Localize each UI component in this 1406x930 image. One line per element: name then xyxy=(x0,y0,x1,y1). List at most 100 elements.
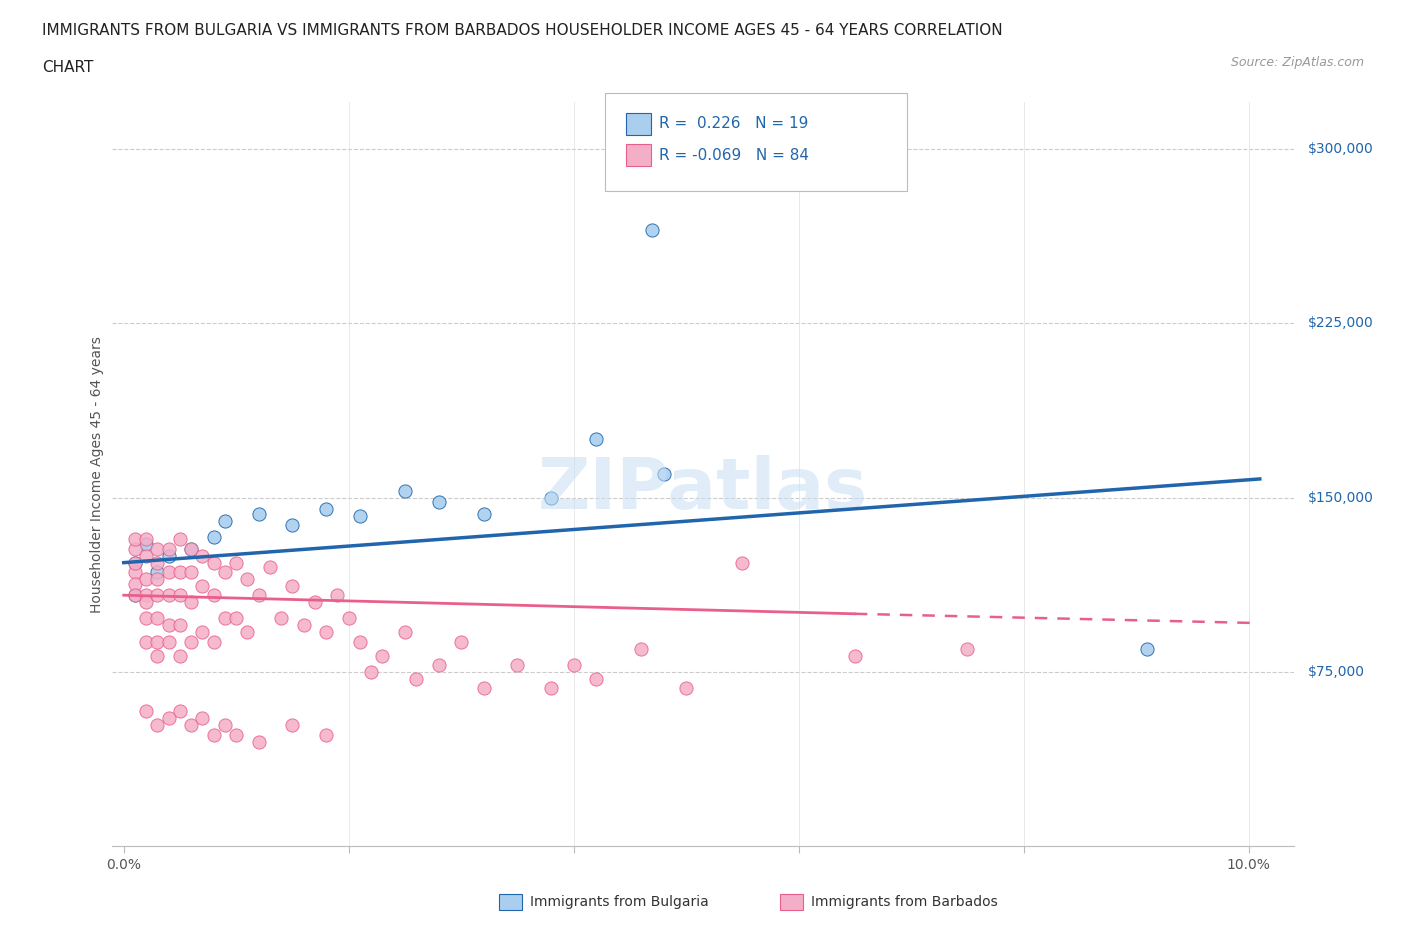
Point xyxy=(135,634,157,649)
Point xyxy=(180,541,202,556)
Point xyxy=(270,611,292,626)
Point xyxy=(135,537,157,551)
Point xyxy=(146,648,169,663)
Point xyxy=(259,560,281,575)
Text: $75,000: $75,000 xyxy=(1308,665,1365,679)
Point xyxy=(652,467,675,482)
Point xyxy=(157,541,180,556)
Point xyxy=(157,565,180,579)
Point xyxy=(304,595,326,610)
Point xyxy=(236,625,259,640)
Point xyxy=(225,727,247,742)
Point xyxy=(169,648,191,663)
Point xyxy=(349,634,371,649)
Point xyxy=(247,506,270,521)
Point xyxy=(956,642,979,657)
Point xyxy=(214,565,236,579)
Point xyxy=(371,648,394,663)
Point xyxy=(124,532,146,547)
Point xyxy=(146,565,169,579)
Point xyxy=(540,681,562,696)
Point xyxy=(326,588,349,603)
Point xyxy=(157,618,180,633)
Point xyxy=(146,555,169,570)
Point xyxy=(191,711,214,725)
Point xyxy=(214,611,236,626)
Point xyxy=(202,634,225,649)
Text: $150,000: $150,000 xyxy=(1308,490,1374,505)
Text: R = -0.069   N = 84: R = -0.069 N = 84 xyxy=(659,148,810,163)
Point xyxy=(191,578,214,593)
Point xyxy=(135,595,157,610)
Point xyxy=(247,735,270,750)
Point xyxy=(315,502,337,517)
Text: IMMIGRANTS FROM BULGARIA VS IMMIGRANTS FROM BARBADOS HOUSEHOLDER INCOME AGES 45 : IMMIGRANTS FROM BULGARIA VS IMMIGRANTS F… xyxy=(42,23,1002,38)
Text: $225,000: $225,000 xyxy=(1308,316,1374,330)
Point xyxy=(124,565,146,579)
Point xyxy=(202,530,225,545)
Point xyxy=(135,588,157,603)
Point xyxy=(124,588,146,603)
Point xyxy=(169,618,191,633)
Point xyxy=(135,611,157,626)
Point xyxy=(124,555,146,570)
Point xyxy=(169,565,191,579)
Point xyxy=(315,625,337,640)
Point xyxy=(135,532,157,547)
Point xyxy=(506,658,529,672)
Point xyxy=(180,718,202,733)
Point xyxy=(315,727,337,742)
Point xyxy=(281,518,304,533)
Y-axis label: Householder Income Ages 45 - 64 years: Householder Income Ages 45 - 64 years xyxy=(90,336,104,613)
Point xyxy=(562,658,585,672)
Point xyxy=(585,432,607,447)
Point xyxy=(225,611,247,626)
Point xyxy=(641,222,664,237)
Point xyxy=(180,595,202,610)
Point xyxy=(157,634,180,649)
Point xyxy=(1136,642,1159,657)
Point xyxy=(427,658,450,672)
Point xyxy=(394,484,416,498)
Point xyxy=(281,718,304,733)
Point xyxy=(157,588,180,603)
Point xyxy=(146,588,169,603)
Point xyxy=(202,727,225,742)
Text: Immigrants from Bulgaria: Immigrants from Bulgaria xyxy=(530,895,709,910)
Point xyxy=(169,704,191,719)
Point xyxy=(169,532,191,547)
Point xyxy=(349,509,371,524)
Point xyxy=(405,671,427,686)
Point xyxy=(146,571,169,587)
Point xyxy=(146,718,169,733)
Point xyxy=(135,704,157,719)
Point xyxy=(585,671,607,686)
Point xyxy=(180,541,202,556)
Point xyxy=(844,648,866,663)
Text: R =  0.226   N = 19: R = 0.226 N = 19 xyxy=(659,116,808,131)
Point xyxy=(202,588,225,603)
Point xyxy=(135,549,157,564)
Text: ZIPatlas: ZIPatlas xyxy=(538,455,868,524)
Point xyxy=(427,495,450,510)
Point xyxy=(675,681,697,696)
Point xyxy=(540,490,562,505)
Point xyxy=(225,555,247,570)
Point xyxy=(281,578,304,593)
Point xyxy=(180,565,202,579)
Point xyxy=(191,549,214,564)
Point xyxy=(292,618,315,633)
Point xyxy=(236,571,259,587)
Point xyxy=(394,625,416,640)
Point xyxy=(146,611,169,626)
Point xyxy=(247,588,270,603)
Text: CHART: CHART xyxy=(42,60,94,75)
Point xyxy=(450,634,472,649)
Point xyxy=(124,588,146,603)
Point xyxy=(191,625,214,640)
Text: Source: ZipAtlas.com: Source: ZipAtlas.com xyxy=(1230,56,1364,69)
Point xyxy=(472,681,495,696)
Point xyxy=(360,664,382,679)
Point xyxy=(202,555,225,570)
Point xyxy=(124,576,146,591)
